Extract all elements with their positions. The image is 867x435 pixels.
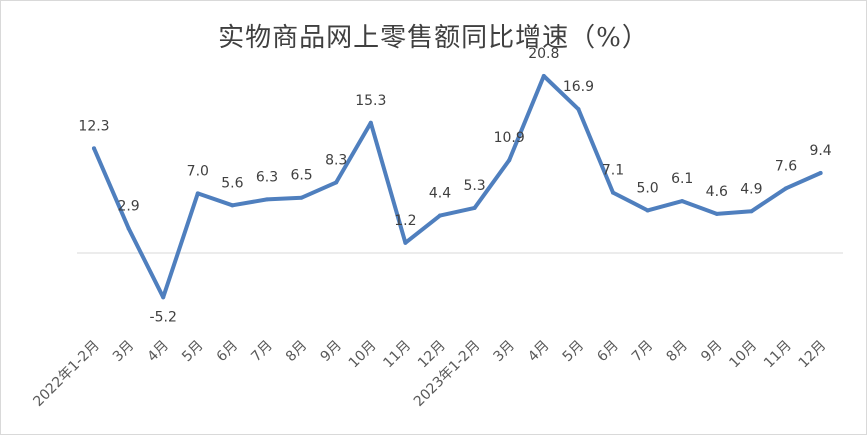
data-point	[714, 211, 719, 216]
data-point	[472, 205, 477, 210]
data-label: 4.6	[706, 184, 728, 200]
data-label: 5.3	[463, 178, 485, 194]
x-tick-label: 2022年1-2月	[30, 338, 102, 410]
x-tick-label: 9月	[318, 338, 346, 366]
data-label: -5.2	[150, 309, 177, 325]
data-label: 6.3	[256, 169, 278, 185]
data-label: 7.0	[187, 163, 209, 179]
x-tick-label: 5月	[179, 338, 207, 366]
x-tick-label: 3月	[491, 338, 519, 366]
data-point	[265, 197, 269, 202]
data-label: 8.3	[325, 152, 347, 168]
data-label: 7.6	[775, 158, 797, 174]
x-tick-label: 6月	[214, 338, 242, 366]
data-point	[403, 240, 408, 245]
data-point	[784, 186, 788, 191]
chart-title: 实物商品网上零售额同比增速（%）	[218, 23, 649, 53]
data-point	[645, 208, 650, 213]
data-label: 2.9	[117, 198, 139, 214]
x-tick-label: 11月	[380, 338, 414, 372]
x-tick-label: 6月	[594, 338, 622, 366]
data-point	[334, 180, 339, 185]
data-point	[611, 190, 615, 195]
data-label: 7.1	[602, 163, 624, 179]
data-point	[680, 199, 685, 204]
x-tick-label: 10月	[726, 338, 760, 372]
x-tick-label: 8月	[664, 338, 692, 366]
series-line	[92, 74, 823, 300]
x-tick-label: 3月	[110, 338, 138, 366]
x-tick-label: 5月	[560, 338, 588, 366]
x-tick-label: 7月	[248, 338, 276, 366]
data-label: 12.3	[78, 118, 109, 134]
data-label: 6.1	[671, 171, 693, 187]
data-label: 16.9	[563, 79, 594, 95]
data-label: 1.2	[394, 213, 416, 229]
x-tick-label: 9月	[698, 338, 726, 366]
data-label: 4.4	[429, 186, 451, 202]
x-tick-label: 4月	[145, 338, 173, 366]
data-label: 5.0	[636, 180, 658, 196]
x-tick-label: 7月	[629, 338, 657, 366]
data-point	[576, 107, 581, 112]
data-point	[299, 195, 304, 200]
x-tick-label: 10月	[346, 338, 380, 372]
x-tick-label: 8月	[283, 338, 311, 366]
data-point	[818, 171, 823, 176]
data-point	[126, 226, 131, 231]
data-point	[161, 295, 166, 300]
data-point	[507, 158, 512, 163]
data-label: 6.5	[290, 168, 312, 184]
data-point	[749, 209, 754, 214]
data-point	[368, 120, 373, 125]
x-tick-label: 12月	[796, 338, 830, 372]
data-label: 15.3	[355, 93, 386, 109]
data-label: 9.4	[809, 143, 831, 159]
x-tick-label: 4月	[525, 338, 553, 366]
data-point	[438, 213, 442, 218]
data-point	[195, 191, 200, 196]
data-point	[230, 203, 235, 208]
data-label: 5.6	[221, 175, 243, 191]
data-label: 4.9	[740, 181, 762, 197]
data-point	[92, 146, 96, 151]
data-point	[541, 73, 546, 78]
data-label: 10.9	[494, 130, 525, 146]
x-tick-label: 11月	[761, 338, 795, 372]
data-label: 20.8	[528, 46, 559, 62]
